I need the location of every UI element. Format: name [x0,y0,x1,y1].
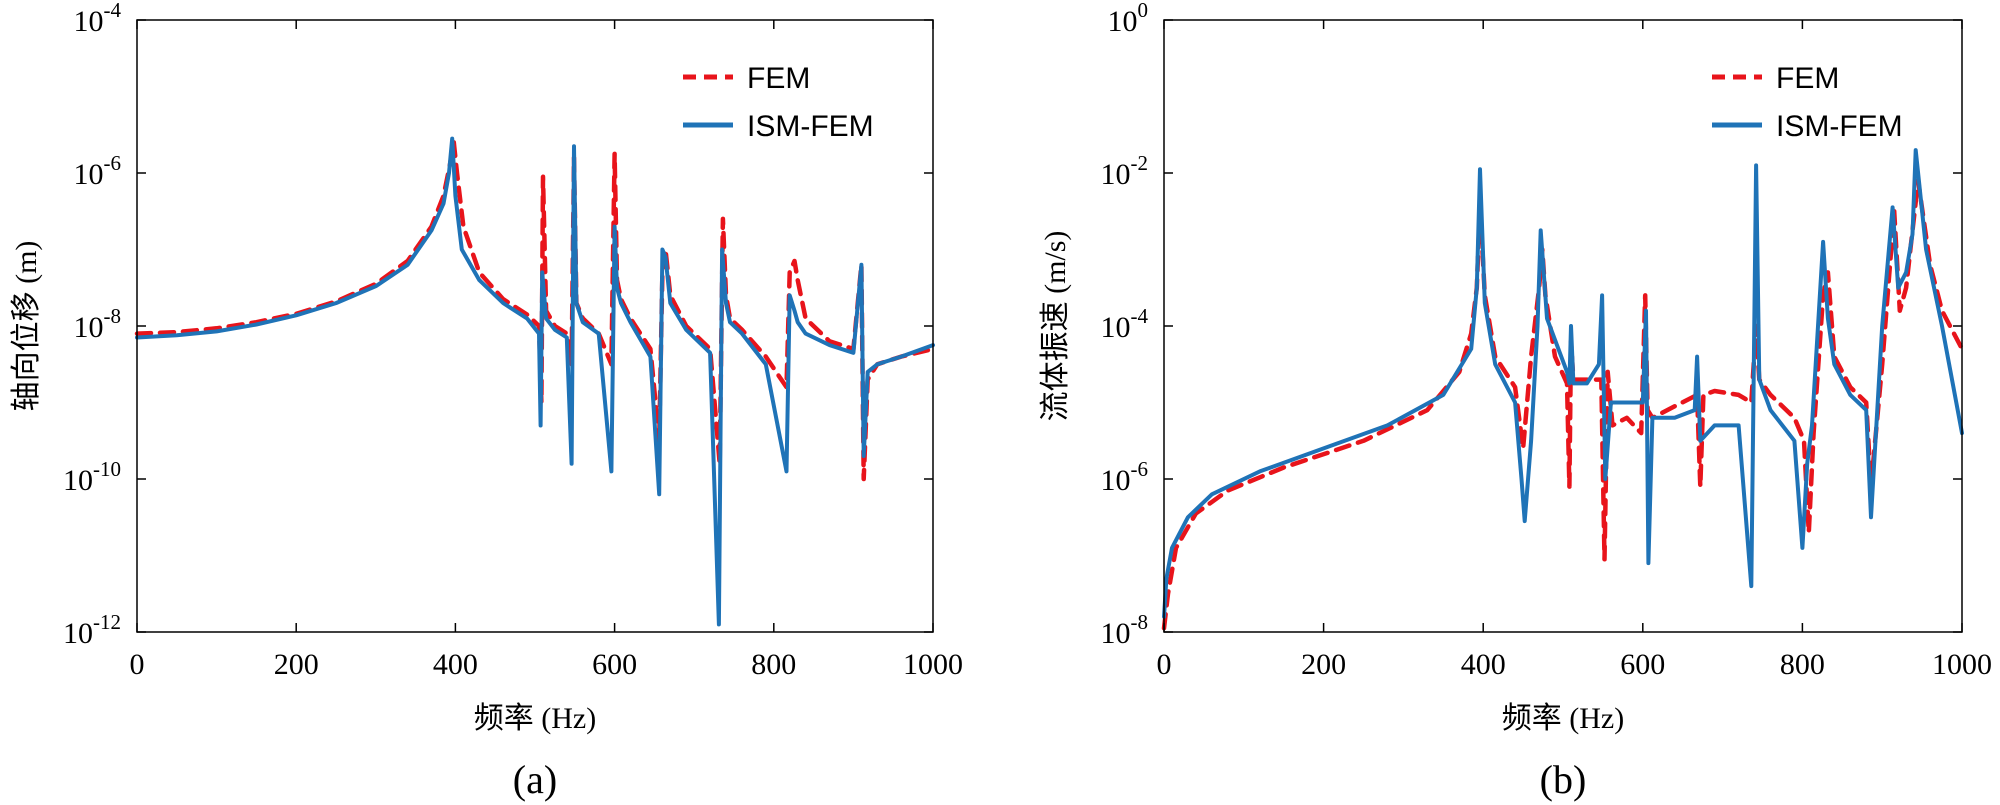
panel-b-ytick-label: 10-4 [1101,304,1149,344]
ytick-base: 10 [1101,464,1131,497]
ytick-exponent: 0 [1138,0,1149,22]
panel-b-xtick-label: 200 [1301,648,1346,681]
ytick-exponent: -8 [1131,610,1149,634]
ytick-base: 10 [1101,311,1131,344]
panel-a-xtick-label: 600 [592,648,637,681]
panel-b-ylabel: 流体振速 (m/s) [1039,231,1072,422]
panel-a-xtick-label: 1000 [903,648,963,681]
legend-ism-label: ISM-FEM [1776,110,1903,143]
legend-fem-label: FEM [747,62,810,95]
panel-a-label: (a) [513,757,557,802]
panel-b-xtick-label: 1000 [1932,648,1992,681]
panel-a-ytick-label: 10-10 [63,457,121,497]
ytick-exponent: -10 [93,457,121,481]
ytick-base: 10 [63,464,93,497]
panel-a-ytick-label: 10-6 [74,151,122,191]
ytick-exponent: -12 [93,610,121,634]
panel-b-ytick-label: 10-2 [1101,151,1149,191]
ytick-exponent: -4 [1131,304,1149,328]
ytick-base: 10 [63,617,93,650]
panel-a-xtick-label: 0 [130,648,145,681]
panel-b-xtick-label: 800 [1780,648,1825,681]
panel-b-series-ism-fem [1162,148,1964,619]
panel-b-xtick-label: 400 [1461,648,1506,681]
ytick-base: 10 [74,311,104,344]
panel-a-xtick-label: 200 [274,648,319,681]
ytick-exponent: -8 [104,304,122,328]
ytick-exponent: -2 [1131,151,1149,175]
panel-a-ytick-label: 10-4 [74,0,122,38]
panel-b-label: (b) [1540,757,1587,802]
ytick-exponent: -6 [104,151,122,175]
ytick-base: 10 [1101,158,1131,191]
panel-b-xtick-label: 600 [1620,648,1665,681]
panel-a-legend: FEM ISM-FEM [683,62,874,143]
panel-a-xtick-label: 400 [433,648,478,681]
legend-ism-label: ISM-FEM [747,110,874,143]
panel-a-ylabel: 轴向位移 (m) [10,241,43,412]
ytick-base: 10 [74,158,104,191]
ytick-base: 10 [74,5,104,38]
ytick-exponent: -6 [1131,457,1149,481]
ytick-base: 10 [1108,5,1138,38]
panel-a-xtick-label: 800 [751,648,796,681]
panel-b-xlabel: 频率 (Hz) [1502,702,1624,735]
ytick-base: 10 [1101,617,1131,650]
panel-a-series-ism-fem [135,136,935,627]
panel-a-ytick-label: 10-12 [63,610,121,650]
panel-a-ytick-label: 10-8 [74,304,122,344]
panel-a: 0 200 400 600 800 100010-1210-1010-810-610-4 … [10,0,963,802]
panel-b-ytick-label: 100 [1108,0,1149,38]
panel-b-xtick-label: 0 [1157,648,1172,681]
panel-a-series-fem [134,140,936,482]
panel-b-legend: FEM ISM-FEM [1712,62,1903,143]
panel-b-ytick-label: 10-8 [1101,610,1149,650]
panel-a-xlabel: 频率 (Hz) [474,702,596,735]
panel-b-series-fem [1161,178,1965,631]
ytick-exponent: -4 [104,0,122,22]
legend-fem-label: FEM [1776,62,1839,95]
panel-b-ytick-label: 10-6 [1101,457,1149,497]
